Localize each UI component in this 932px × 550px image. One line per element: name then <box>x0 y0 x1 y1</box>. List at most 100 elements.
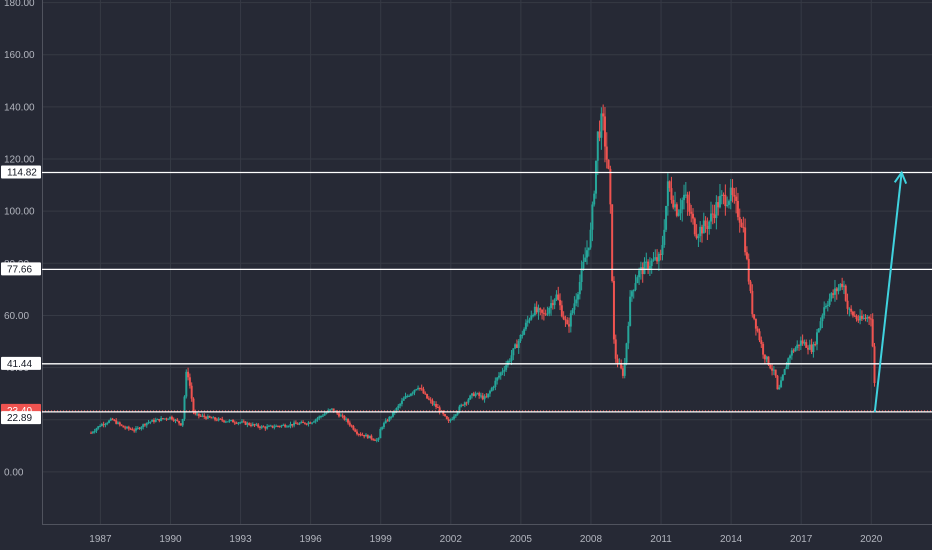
candle-body <box>172 419 175 421</box>
candle-body <box>672 199 675 208</box>
candle-body <box>330 408 333 410</box>
candle-body <box>514 344 517 349</box>
candle-body <box>634 283 637 290</box>
candle-body <box>639 267 642 271</box>
candle-body <box>742 226 745 228</box>
candle-body <box>174 419 177 421</box>
level-badge <box>1 262 41 276</box>
candle-body <box>789 355 792 359</box>
candle-body <box>749 281 752 291</box>
candle-body <box>109 418 112 421</box>
candle-body <box>684 194 687 196</box>
candle-body <box>799 340 802 346</box>
candle-body <box>747 258 750 282</box>
candle-body <box>758 331 761 341</box>
candle-body <box>571 309 574 314</box>
candle-body <box>158 418 161 421</box>
candle-body <box>620 363 623 369</box>
candle-body <box>850 308 853 312</box>
candle-body <box>648 266 651 269</box>
level-label: 41.44 <box>7 359 32 370</box>
candle-body <box>593 193 596 205</box>
candle-body <box>366 434 369 439</box>
candle-body <box>550 303 553 308</box>
candle-body <box>170 416 173 420</box>
candle-body <box>318 416 321 419</box>
candle-body <box>744 227 747 253</box>
candle-body <box>381 427 384 430</box>
candle-body <box>745 252 748 259</box>
candle-body <box>598 131 601 138</box>
candle-body <box>763 354 766 360</box>
level-badge <box>1 165 41 179</box>
x-tick-label: 1990 <box>159 534 182 545</box>
candle-body <box>400 400 403 404</box>
candle-body <box>769 364 772 369</box>
candle-body <box>444 414 447 417</box>
candle-body <box>647 261 650 269</box>
candle-body <box>390 416 393 418</box>
candle-body <box>605 146 608 160</box>
candle-body <box>273 426 276 428</box>
candle-body <box>812 344 815 353</box>
candle-body <box>169 416 172 419</box>
candle-body <box>542 312 545 314</box>
candle-body <box>156 418 159 420</box>
candle-body <box>476 393 479 395</box>
candle-body <box>530 315 533 320</box>
candle-body <box>199 415 202 417</box>
candle-body <box>178 421 181 424</box>
candle-body <box>296 423 299 425</box>
candle-body <box>382 423 385 428</box>
candle-body <box>266 426 269 429</box>
candle-body <box>417 387 420 390</box>
candle-body <box>625 343 628 363</box>
candle-body <box>810 344 813 353</box>
candle-body <box>690 211 693 214</box>
candle-body <box>305 423 308 425</box>
candle-body <box>214 417 217 420</box>
candle-body <box>309 422 312 424</box>
candle-body <box>451 418 454 420</box>
candle-body <box>481 395 484 400</box>
candle-body <box>808 344 811 350</box>
candle-body <box>553 299 556 306</box>
candle-body <box>134 428 137 431</box>
candle-body <box>409 393 412 396</box>
candle-body <box>683 194 686 201</box>
candle-body <box>681 200 684 210</box>
candle-body <box>93 431 96 433</box>
candle-body <box>377 438 380 440</box>
candle-body <box>449 419 452 422</box>
candle-body <box>738 217 741 223</box>
candle-body <box>815 332 818 345</box>
candle-body <box>427 398 430 400</box>
candle-body <box>329 409 332 411</box>
candle-body <box>873 346 876 383</box>
candle-body <box>528 319 531 321</box>
candle-body <box>665 205 668 230</box>
candle-body <box>411 392 414 394</box>
candle-body <box>688 203 691 212</box>
candle-body <box>535 306 538 313</box>
y-tick-label: 0.00 <box>4 467 24 478</box>
candle-body <box>278 426 281 428</box>
candle-body <box>729 187 732 202</box>
candle-body <box>255 424 258 426</box>
y-tick-label: 180.00 <box>4 0 35 9</box>
candle-body <box>772 369 775 371</box>
candle-body <box>807 347 810 350</box>
candle-body <box>212 417 215 419</box>
projection-arrow-head <box>893 170 908 185</box>
candle-body <box>129 428 132 430</box>
candle-body <box>706 225 709 230</box>
x-tick-label: 2011 <box>650 534 672 545</box>
candle-body <box>630 291 633 297</box>
candle-body <box>465 402 468 404</box>
level-badge <box>1 411 41 425</box>
candle-body <box>846 300 849 309</box>
candle-body <box>303 422 306 424</box>
candle-body <box>515 344 518 348</box>
